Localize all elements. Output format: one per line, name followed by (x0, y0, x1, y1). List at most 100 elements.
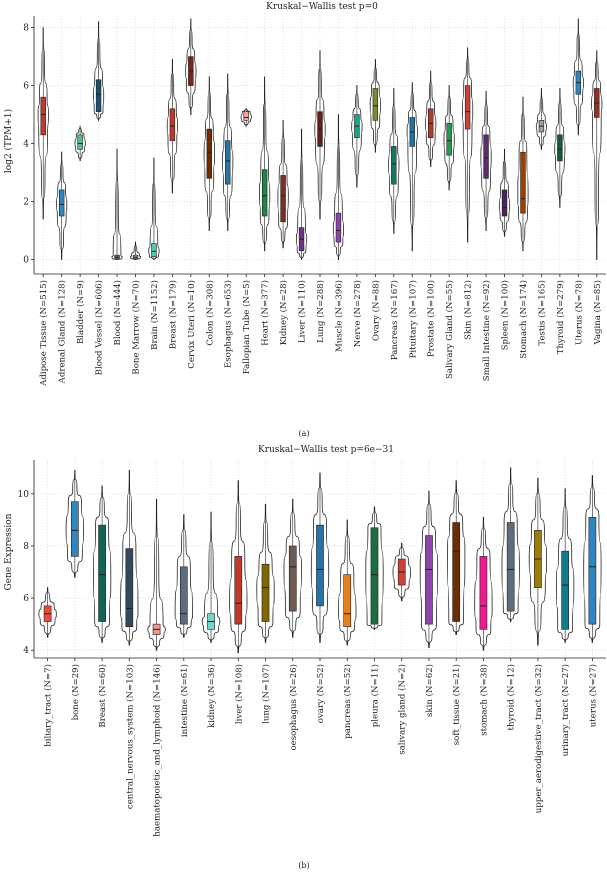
violin-bone (65, 470, 85, 578)
x-tick-label: Colon (N=308) (204, 280, 215, 346)
violin-outline (338, 519, 357, 646)
x-tick-label: Pancreas (N=167) (389, 280, 400, 360)
violin-outline (498, 148, 511, 237)
box-iqr (179, 566, 188, 625)
x-tick-label: Kidney (N=28) (278, 280, 289, 345)
x-tick-label: Salivary Gland (N=55) (444, 280, 455, 379)
violin-pleura (365, 506, 384, 630)
panel-a-chart: Kruskal−Wallis test p=0 log2 (TPM+1) (a)… (3, 2, 606, 438)
violin-outline (501, 467, 520, 622)
violin-fallopian-tube (240, 108, 252, 127)
box-iqr (391, 146, 397, 185)
box-iqr (40, 96, 46, 136)
box-iqr (335, 212, 342, 243)
violin-outline (129, 241, 142, 260)
panel-b-label: (b) (298, 861, 309, 870)
x-tick-label: Fallopian Tube (N=5) (241, 280, 252, 374)
violin-thyroid (554, 88, 566, 208)
violin-haematopoietic-and-lymphoid (147, 498, 166, 651)
violin-pancreas (338, 519, 357, 646)
x-tick-label: ovary (N=52) (315, 664, 326, 723)
violin-cervix-uteri (185, 18, 197, 115)
violin-stomach (474, 516, 493, 651)
violin-nerve (351, 85, 363, 188)
x-tick-label: pleura (N=11) (369, 664, 380, 727)
box-iqr (446, 122, 452, 156)
x-tick-label: Vagina (N=85) (592, 280, 603, 346)
panel-b-title: Kruskal−Wallis test p=6e−31 (258, 445, 394, 455)
violin-small-intestine (480, 91, 492, 231)
violin-brain (148, 157, 160, 260)
y-tick-label: 8 (23, 24, 29, 34)
x-tick-label: skin (N=62) (424, 664, 435, 717)
violin-pituitary (406, 82, 418, 252)
x-tick-label: uterus (N=27) (587, 664, 598, 727)
x-tick-label: Ovary (N=88) (370, 280, 381, 341)
y-tick-label: 0 (23, 256, 29, 266)
x-tick-label: Thyroid (N=279) (555, 280, 566, 354)
violin-ovary (310, 472, 330, 643)
x-tick-label: central_nervous_system (N=103) (124, 664, 135, 809)
box-iqr (506, 522, 515, 612)
box-iqr (501, 189, 508, 217)
x-tick-label: Heart (N=377) (260, 280, 271, 346)
x-tick-label: liver (N=108) (233, 664, 244, 724)
violin-kidney (277, 119, 289, 249)
x-tick-label: salivary gland (N=2) (397, 664, 408, 755)
y-tick-label: 10 (18, 490, 30, 500)
box-iqr (425, 535, 433, 625)
panel-b-y-axis-label: Gene Expression (4, 513, 14, 590)
violin-urinary-tract (555, 488, 575, 643)
y-tick-label: 6 (23, 82, 29, 92)
box-iqr (151, 243, 157, 257)
violin-outline (174, 514, 193, 638)
x-tick-label: Bladder (N=9) (75, 280, 86, 344)
violin-bone-marrow (129, 241, 142, 260)
violin-skin (419, 490, 439, 648)
violin-breast (166, 59, 179, 194)
violin-stomach (517, 96, 529, 252)
x-tick-label: Uterus (N=78) (573, 280, 584, 345)
x-tick-label: Skin (N=812) (463, 280, 474, 340)
y-tick-label: 4 (23, 140, 29, 150)
violin-outline (201, 511, 221, 643)
x-tick-label: Small Intestine (N=92) (481, 280, 492, 381)
x-tick-label: Liver (N=110) (297, 280, 308, 343)
x-tick-label: thyroid (N=12) (506, 664, 517, 730)
x-tick-label: stomach (N=38) (478, 664, 489, 736)
violin-salivary-gland (392, 543, 411, 602)
violin-outline (120, 470, 139, 646)
violin-outline (148, 157, 160, 260)
box-iqr (280, 175, 286, 223)
box-iqr (483, 134, 489, 179)
panel-a-y-axis-label: log2 (TPM+1) (3, 109, 14, 173)
violin-kidney (201, 511, 221, 643)
box-iqr (561, 550, 569, 630)
x-tick-label: urinary_tract (N=27) (560, 664, 571, 756)
y-tick-label: 4 (23, 646, 29, 656)
box-iqr (557, 134, 563, 162)
box-iqr (77, 134, 83, 150)
box-iqr (520, 151, 526, 214)
violin-vagina (591, 50, 603, 260)
x-tick-label: Nerve (N=278) (352, 280, 363, 347)
violin-breast (92, 485, 112, 643)
violin-pancreas (388, 88, 400, 234)
violin-outline (56, 151, 68, 260)
box-iqr (243, 111, 249, 121)
box-iqr (206, 128, 212, 179)
violin-colon (203, 76, 215, 231)
box-iqr (343, 574, 352, 628)
violin-outline (447, 480, 466, 635)
x-tick-label: upper_aerodigestive_tract (N=32) (533, 664, 544, 813)
box-iqr (479, 556, 488, 630)
violin-muscle (332, 114, 345, 260)
violin-outline (65, 470, 85, 578)
box-iqr (225, 140, 231, 185)
violin-outline (111, 148, 123, 260)
x-tick-label: Blood Vessel (N=606) (94, 280, 105, 375)
violin-adipose-tissue (37, 27, 49, 220)
violin-skin (461, 47, 474, 243)
violin-blood (111, 148, 123, 260)
x-tick-label: Testis (N=165) (536, 280, 547, 346)
